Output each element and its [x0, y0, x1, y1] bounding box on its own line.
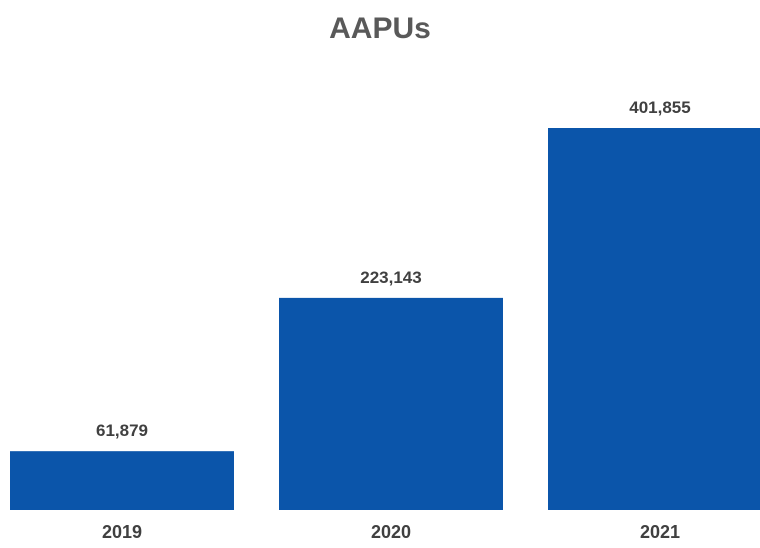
chart-title: AAPUs — [329, 12, 431, 45]
x-tick-label-2020: 2020 — [371, 522, 411, 542]
data-label-2019: 61,879 — [96, 421, 148, 440]
data-label-2020: 223,143 — [360, 268, 421, 287]
x-tick-label-2021: 2021 — [640, 522, 680, 542]
category-labels-layer: 2019 2020 2021 — [102, 522, 680, 542]
bar-2021 — [548, 128, 760, 510]
value-labels-layer: 61,879 223,143 401,855 — [96, 98, 691, 440]
bar-2020 — [279, 297, 503, 510]
data-label-2021: 401,855 — [629, 98, 690, 117]
bar-2019 — [10, 451, 234, 510]
bars-layer — [10, 128, 760, 510]
x-tick-label-2019: 2019 — [102, 522, 142, 542]
